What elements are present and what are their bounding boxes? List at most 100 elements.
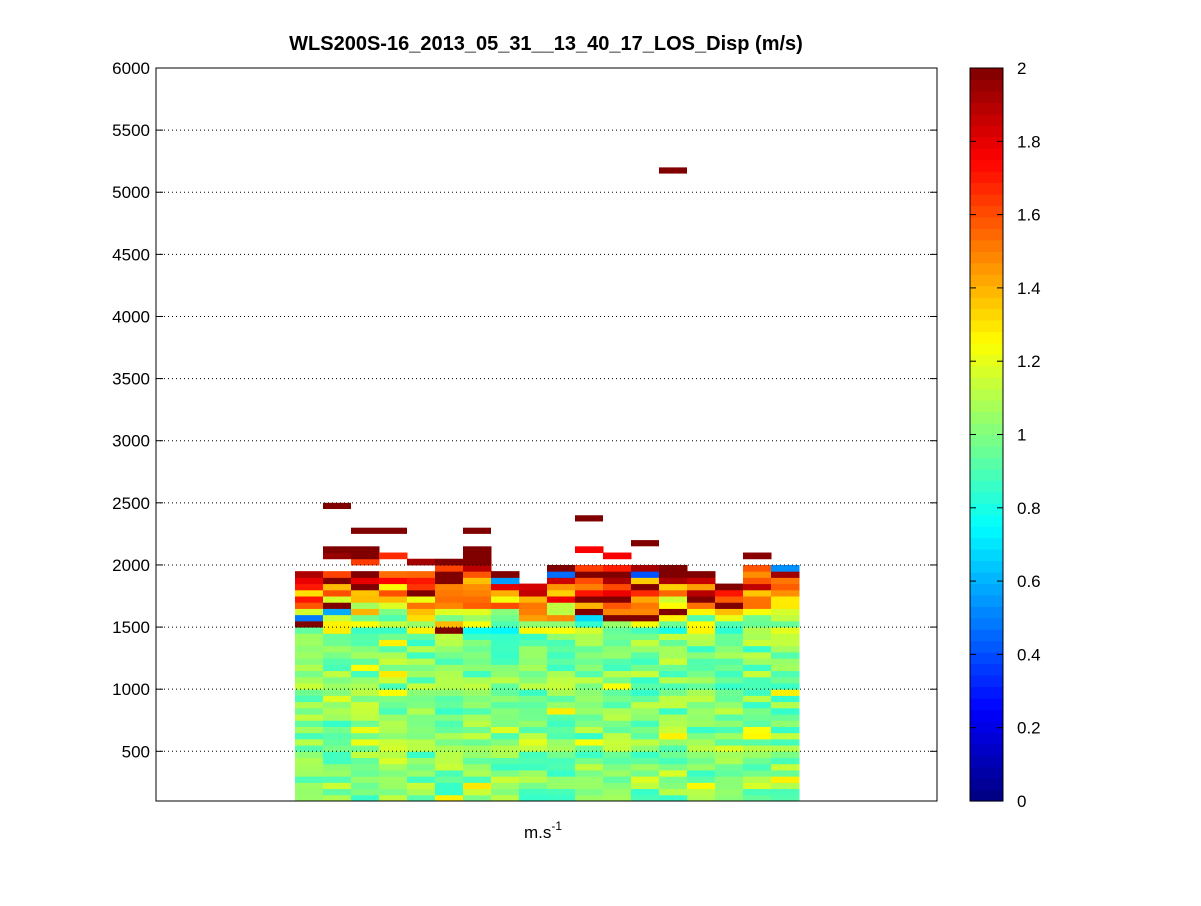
colorbar-swatch (970, 549, 1003, 562)
heatmap-cell (491, 676, 520, 684)
heatmap-cell (659, 633, 688, 640)
heatmap-cell (631, 577, 660, 585)
heatmap-cell (323, 738, 352, 746)
heatmap-cell (771, 776, 800, 783)
heatmap-cell (547, 763, 576, 771)
heatmap-cell (743, 589, 772, 597)
heatmap-cell (463, 757, 492, 765)
heatmap-cell (603, 633, 632, 640)
heatmap-cell (407, 664, 436, 672)
heatmap-cell (631, 788, 660, 796)
heatmap-cell (295, 714, 324, 721)
heatmap-cell (659, 701, 688, 709)
colorbar-tick-label: 0.2 (1017, 719, 1041, 738)
colorbar-tick-label: 0.4 (1017, 645, 1041, 664)
heatmap-cell (771, 794, 800, 801)
heatmap-cell (295, 769, 324, 777)
heatmap-cell (603, 552, 632, 560)
heatmap-cell (463, 707, 492, 715)
heatmap-cell (323, 571, 352, 578)
heatmap-cell (631, 769, 660, 777)
heatmap-cell (631, 540, 659, 547)
heatmap-cell (631, 776, 660, 783)
heatmap-cell (603, 745, 632, 752)
heatmap-cell (631, 596, 660, 603)
heatmap-cell (491, 620, 520, 628)
heatmap-cell (435, 608, 464, 616)
heatmap-cell (687, 676, 716, 684)
heatmap-cell (519, 689, 548, 696)
heatmap-cell (379, 707, 408, 715)
colorbar-swatch (970, 79, 1003, 92)
colorbar-tick-label: 0.8 (1017, 499, 1041, 518)
heatmap-cell (743, 627, 772, 634)
heatmap-cell (295, 596, 324, 603)
heatmap-cell (407, 732, 436, 740)
heatmap-cell (491, 726, 520, 734)
heatmap-cell (603, 782, 632, 790)
heatmap-cell (379, 720, 408, 727)
heatmap-cell (295, 682, 324, 690)
heatmap-cell (435, 633, 464, 640)
heatmap-cell (351, 552, 380, 560)
heatmap-cell (547, 714, 576, 721)
heatmap-cell (519, 794, 548, 801)
heatmap-cell (575, 589, 604, 597)
heatmap-cell (323, 745, 352, 752)
heatmap-cell (407, 726, 436, 734)
heatmap-cell (743, 757, 772, 765)
heatmap-cell (715, 645, 744, 653)
heatmap-cell (323, 651, 352, 659)
heatmap-cell (715, 745, 744, 752)
heatmap-cell (491, 670, 520, 678)
heatmap-cell (435, 558, 464, 566)
heatmap-cell (435, 658, 464, 665)
heatmap-cell (631, 651, 660, 659)
heatmap-cell (379, 620, 408, 628)
heatmap-cell (491, 608, 520, 616)
heatmap-cell (687, 639, 716, 647)
colorbar-swatch (970, 697, 1003, 710)
heatmap-cell (715, 633, 744, 640)
heatmap-cell (575, 757, 604, 765)
heatmap-cell (379, 627, 408, 634)
heatmap-cell (463, 701, 492, 709)
heatmap-cell (379, 589, 408, 597)
heatmap-cell (323, 583, 352, 591)
heatmap-cell (659, 614, 688, 622)
heatmap-cell (463, 589, 492, 597)
heatmap-cell (295, 732, 324, 740)
heatmap-cell (687, 670, 716, 678)
heatmap-cell (547, 589, 576, 597)
heatmap-cell (659, 732, 688, 740)
heatmap-cell (295, 695, 324, 703)
heatmap-cell (519, 763, 548, 771)
heatmap-cell (603, 664, 632, 672)
colorbar-swatch (970, 514, 1003, 527)
heatmap-cell (379, 695, 408, 703)
heatmap-cell (547, 633, 576, 640)
heatmap-cell (547, 608, 576, 616)
heatmap-cell (547, 707, 576, 715)
heatmap-cell (435, 720, 464, 727)
heatmap-cell (491, 682, 520, 690)
heatmap-cell (491, 751, 520, 759)
heatmap-cell (295, 577, 324, 585)
heatmap-cell (491, 577, 520, 585)
heatmap-cell (715, 658, 744, 665)
heatmap-cell (379, 602, 408, 609)
heatmap-cell (743, 769, 772, 777)
heatmap-cell (547, 788, 576, 796)
colorbar-swatch (970, 766, 1003, 779)
heatmap-cell (379, 776, 408, 783)
heatmap-cell (715, 639, 744, 647)
heatmap-cell (687, 589, 716, 597)
heatmap-cell (435, 664, 464, 672)
heatmap-cell (351, 745, 380, 752)
heatmap-cell (743, 732, 772, 740)
colorbar-swatch (970, 503, 1003, 516)
colorbar-swatch (970, 205, 1003, 218)
heatmap-cell (435, 745, 464, 752)
colorbar-tick-label: 1.4 (1017, 279, 1041, 298)
heatmap-cell (407, 614, 436, 622)
